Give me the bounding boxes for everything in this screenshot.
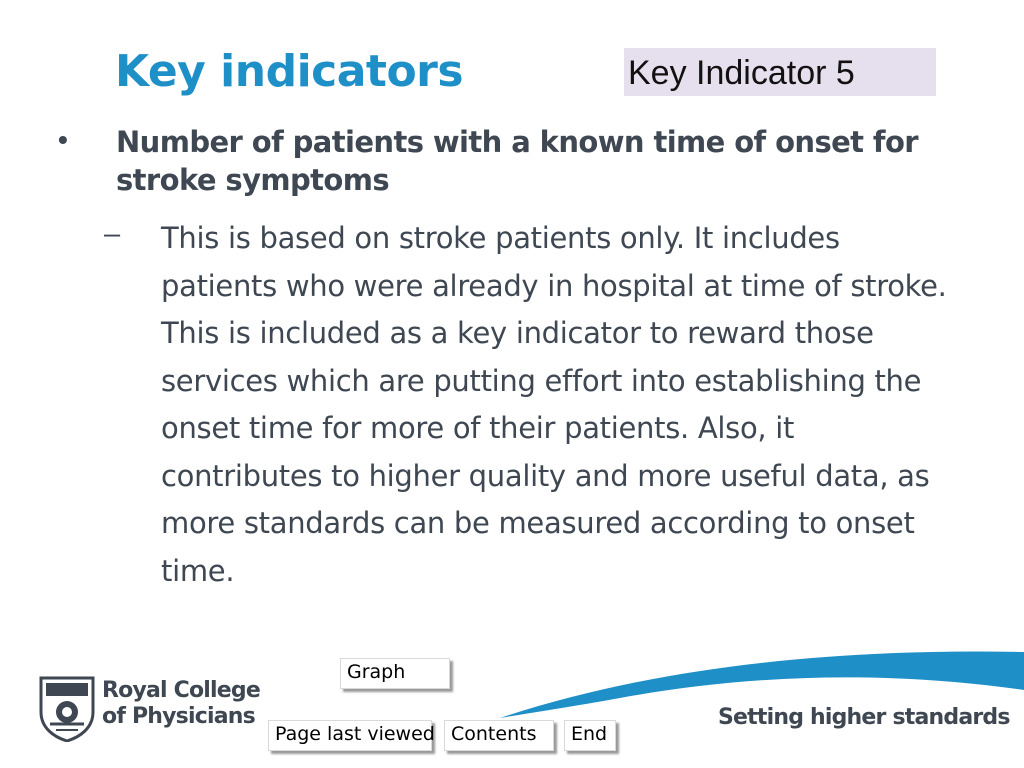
slide-title: Key indicators — [115, 46, 464, 97]
logo-line-1: Royal College — [102, 678, 261, 703]
graph-button[interactable]: Graph — [340, 658, 450, 689]
key-indicator-badge: Key Indicator 5 — [624, 48, 936, 96]
page-last-viewed-button[interactable]: Page last viewed — [268, 720, 435, 751]
tagline: Setting higher standards — [718, 705, 1010, 730]
contents-button[interactable]: Contents — [444, 720, 554, 751]
bullet-icon: • — [58, 124, 68, 155]
crest-icon — [39, 676, 95, 742]
logo-line-2: of Physicians — [102, 704, 256, 729]
sub-point-text: This is based on stroke patients only. I… — [161, 221, 947, 588]
main-point-text: Number of patients with a known time of … — [116, 125, 919, 197]
rcp-logo-text: Royal College of Physicians — [102, 678, 261, 730]
dash-icon: – — [104, 218, 121, 250]
end-button[interactable]: End — [564, 720, 616, 751]
